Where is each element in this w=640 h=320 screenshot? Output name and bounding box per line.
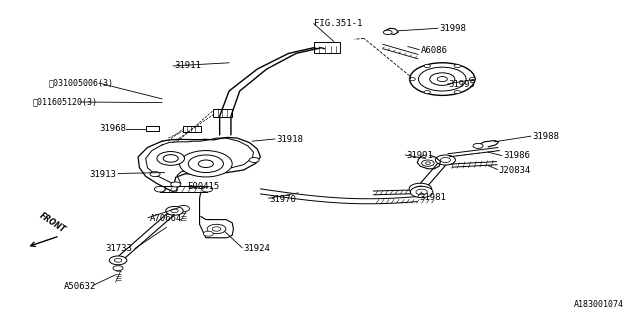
Text: 31733: 31733 [106, 244, 132, 253]
Circle shape [469, 77, 476, 81]
Circle shape [166, 206, 183, 215]
Circle shape [163, 155, 179, 162]
Bar [314, 42, 340, 53]
Circle shape [179, 151, 232, 177]
Text: 31998: 31998 [439, 24, 466, 33]
Circle shape [424, 91, 430, 94]
Text: 31986: 31986 [503, 151, 530, 160]
Circle shape [113, 266, 123, 271]
Text: FRONT: FRONT [38, 211, 67, 235]
Circle shape [177, 205, 189, 212]
Circle shape [171, 182, 180, 187]
Circle shape [154, 186, 166, 192]
Circle shape [437, 76, 447, 82]
Text: A183001074: A183001074 [574, 300, 624, 309]
Circle shape [454, 91, 461, 94]
Text: FIG.351-1: FIG.351-1 [314, 19, 362, 28]
Circle shape [424, 65, 430, 68]
Text: Ⓦ031005006(3): Ⓦ031005006(3) [49, 79, 114, 88]
Text: A70664: A70664 [149, 213, 182, 222]
Bar [213, 109, 232, 117]
Circle shape [204, 231, 213, 236]
Bar [160, 186, 207, 192]
Text: 31968: 31968 [99, 124, 126, 133]
Circle shape [157, 152, 184, 165]
Circle shape [410, 186, 433, 198]
Bar [146, 126, 159, 131]
Circle shape [249, 157, 259, 163]
Text: J20834: J20834 [499, 165, 531, 174]
Text: 31911: 31911 [175, 61, 202, 70]
Text: 31995: 31995 [449, 80, 476, 89]
Text: E00415: E00415 [187, 182, 220, 191]
Circle shape [473, 143, 483, 148]
Text: A50632: A50632 [64, 282, 97, 291]
Circle shape [426, 162, 430, 164]
Circle shape [440, 157, 451, 163]
Circle shape [198, 160, 213, 168]
Circle shape [115, 259, 122, 262]
Text: A6086: A6086 [420, 46, 447, 55]
Text: 31991: 31991 [406, 151, 433, 160]
Text: 31918: 31918 [276, 135, 303, 144]
Circle shape [409, 77, 415, 81]
Circle shape [202, 186, 212, 192]
Circle shape [435, 155, 456, 165]
Text: 31970: 31970 [270, 195, 297, 204]
Bar [183, 125, 201, 132]
Circle shape [422, 160, 434, 166]
Text: 31981: 31981 [419, 193, 446, 202]
Circle shape [212, 227, 221, 231]
Circle shape [454, 65, 461, 68]
Circle shape [410, 63, 475, 95]
Circle shape [188, 155, 223, 172]
Circle shape [430, 73, 455, 85]
Circle shape [416, 189, 428, 195]
Circle shape [171, 209, 179, 213]
Text: 31988: 31988 [532, 132, 559, 141]
Circle shape [383, 30, 392, 35]
Circle shape [419, 67, 466, 91]
Circle shape [415, 186, 426, 192]
Text: 31924: 31924 [243, 244, 270, 253]
Circle shape [109, 256, 127, 265]
Text: Ⓑ011605120(3): Ⓑ011605120(3) [33, 98, 98, 107]
Text: 31913: 31913 [89, 170, 116, 179]
Circle shape [150, 172, 160, 177]
Circle shape [409, 183, 431, 195]
Circle shape [207, 224, 226, 234]
